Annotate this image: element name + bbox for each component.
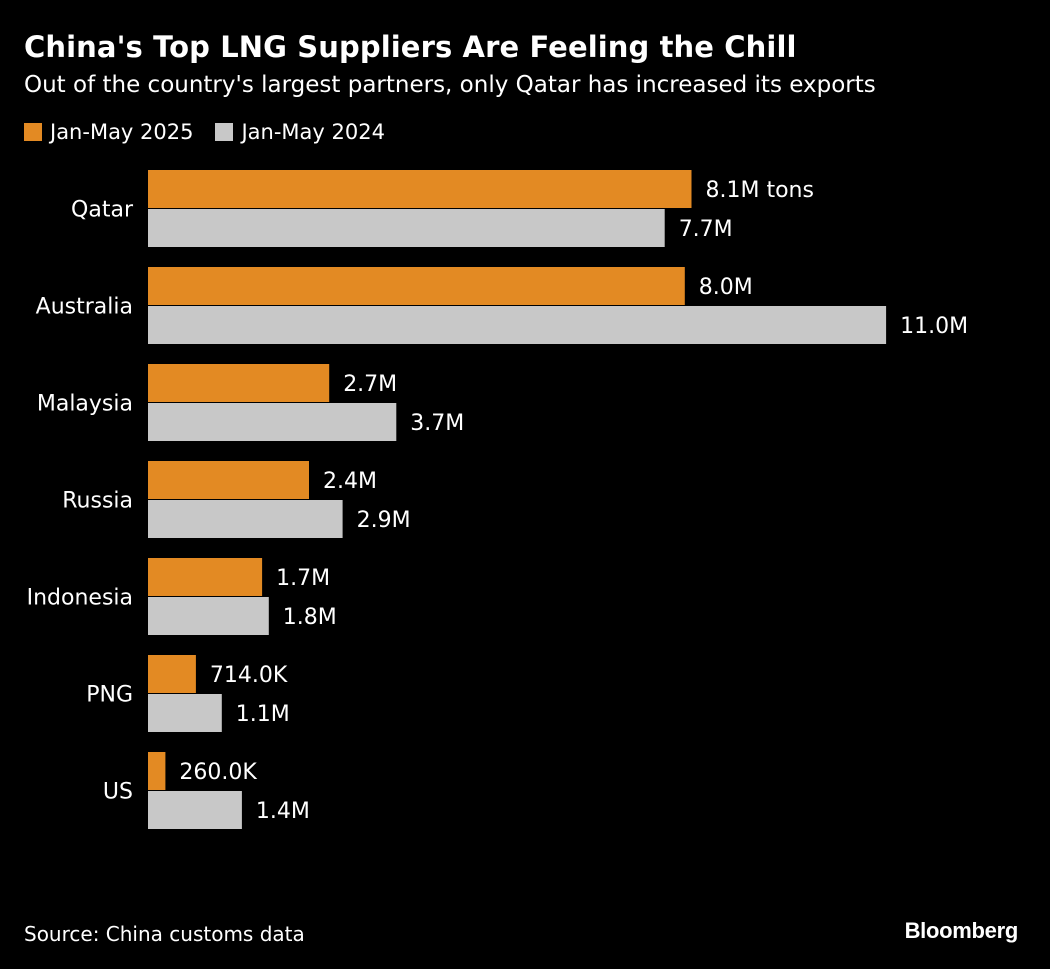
bar-indonesia-2024 xyxy=(148,597,269,635)
data-label-png-2025: 714.0K xyxy=(210,663,288,688)
bar-png-2025 xyxy=(148,655,196,693)
legend-label-2024: Jan-May 2024 xyxy=(241,120,385,144)
category-label-indonesia: Indonesia xyxy=(27,586,133,611)
data-label-png-2024: 1.1M xyxy=(236,702,290,727)
data-label-indonesia-2024: 1.8M xyxy=(283,605,337,630)
category-label-malaysia: Malaysia xyxy=(37,392,133,417)
bar-us-2024 xyxy=(148,791,242,829)
data-label-qatar-2024: 7.7M xyxy=(679,217,733,242)
bar-indonesia-2025 xyxy=(148,558,263,596)
legend-swatch-2025 xyxy=(24,123,42,141)
legend-swatch-2024 xyxy=(215,123,234,141)
data-label-malaysia-2024: 3.7M xyxy=(410,411,464,436)
data-label-australia-2025: 8.0M xyxy=(699,275,753,300)
bar-qatar-2025 xyxy=(148,170,692,208)
data-label-australia-2024: 11.0M xyxy=(900,314,968,339)
data-label-russia-2024: 2.9M xyxy=(357,508,411,533)
legend: Jan-May 2025 Jan-May 2024 xyxy=(24,120,407,144)
chart-title: China's Top LNG Suppliers Are Feeling th… xyxy=(24,30,797,64)
legend-item-2025: Jan-May 2025 xyxy=(24,120,193,144)
bar-australia-2024 xyxy=(148,306,887,344)
legend-label-2025: Jan-May 2025 xyxy=(50,120,194,144)
chart-subtitle: Out of the country's largest partners, o… xyxy=(24,72,876,98)
bar-png-2024 xyxy=(148,694,222,732)
category-label-us: US xyxy=(103,780,133,805)
legend-item-2024: Jan-May 2024 xyxy=(215,120,385,144)
bar-russia-2025 xyxy=(148,461,309,499)
data-label-us-2024: 1.4M xyxy=(256,799,310,824)
bloomberg-logo: Bloomberg xyxy=(904,918,1019,943)
data-label-qatar-2025: 8.1M tons xyxy=(706,178,814,203)
data-label-malaysia-2025: 2.7M xyxy=(343,372,397,397)
bar-russia-2024 xyxy=(148,500,343,538)
data-label-indonesia-2025: 1.7M xyxy=(276,566,330,591)
category-label-russia: Russia xyxy=(62,489,133,514)
bar-us-2025 xyxy=(148,752,166,790)
bar-malaysia-2024 xyxy=(148,403,397,441)
bar-malaysia-2025 xyxy=(148,364,330,402)
data-label-russia-2025: 2.4M xyxy=(323,469,377,494)
bar-qatar-2024 xyxy=(148,209,665,247)
data-label-us-2025: 260.0K xyxy=(179,760,257,785)
source-note: Source: China customs data xyxy=(24,922,305,946)
category-label-qatar: Qatar xyxy=(71,198,134,223)
bar-australia-2025 xyxy=(148,267,685,305)
category-label-australia: Australia xyxy=(36,295,133,320)
category-label-png: PNG xyxy=(86,683,133,708)
